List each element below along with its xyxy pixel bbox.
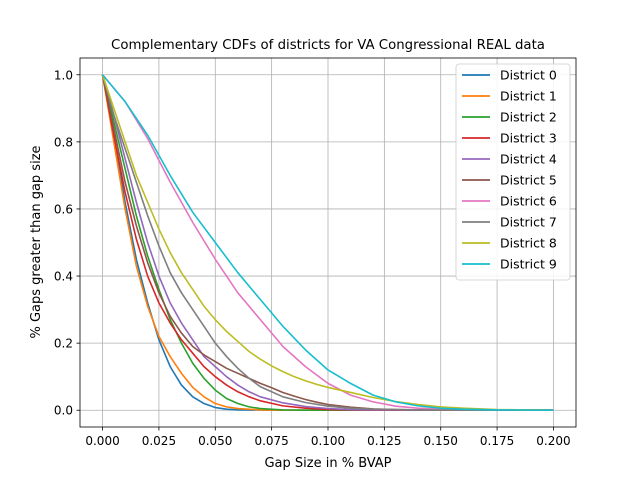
x-tick-label: 0.050 — [198, 434, 232, 448]
x-tick-label: 0.125 — [367, 434, 401, 448]
x-tick-label: 0.025 — [142, 434, 176, 448]
series-line-district-4 — [101, 74, 554, 412]
legend: District 0 District 1 District 2 District 3… — [455, 63, 571, 281]
y-tick-label: 0.6 — [54, 202, 73, 216]
legend-entry: District 7 — [500, 215, 557, 230]
y-tick-label: 1.0 — [54, 68, 73, 82]
legend-entry: District 2 — [500, 110, 557, 125]
legend-entry: District 8 — [500, 236, 557, 251]
legend-entry: District 3 — [500, 131, 557, 146]
legend-entry: District 5 — [500, 173, 557, 188]
legend-entry: District 0 — [500, 68, 557, 83]
x-tick-label: 0.200 — [536, 434, 570, 448]
series-layer — [101, 74, 554, 412]
y-tick-label: 0.8 — [54, 135, 73, 149]
legend-entry: District 6 — [500, 194, 557, 209]
legend-entry: District 1 — [500, 89, 557, 104]
legend-entry: District 4 — [500, 152, 557, 167]
legend-box — [455, 63, 571, 281]
y-axis-label: % Gaps greater than gap size — [29, 145, 44, 338]
x-tick-label: 0.175 — [480, 434, 514, 448]
y-axis-ticks: 0.0 0.2 0.4 0.6 0.8 1.0 — [54, 68, 80, 418]
x-tick-label: 0.100 — [311, 434, 345, 448]
y-tick-label: 0.0 — [54, 404, 73, 418]
chart-title: Complementary CDFs of districts for VA C… — [111, 38, 545, 53]
series-line-district-7 — [101, 74, 554, 412]
series-line-district-5 — [101, 74, 554, 412]
series-line-district-2 — [101, 74, 554, 412]
x-tick-label: 0.075 — [254, 434, 288, 448]
series-line-district-3 — [101, 74, 554, 412]
series-line-district-6 — [101, 74, 554, 412]
y-tick-label: 0.4 — [54, 270, 73, 284]
x-tick-label: 0.150 — [424, 434, 458, 448]
x-tick-label: 0.000 — [85, 434, 119, 448]
legend-entry: District 9 — [500, 257, 557, 272]
x-axis-label: Gap Size in % BVAP — [264, 456, 391, 471]
x-axis-ticks: 0.000 0.025 0.050 0.075 0.100 0.125 0.150 0.175… — [85, 427, 571, 448]
series-line-district-9 — [101, 74, 554, 412]
y-tick-label: 0.2 — [54, 337, 73, 351]
